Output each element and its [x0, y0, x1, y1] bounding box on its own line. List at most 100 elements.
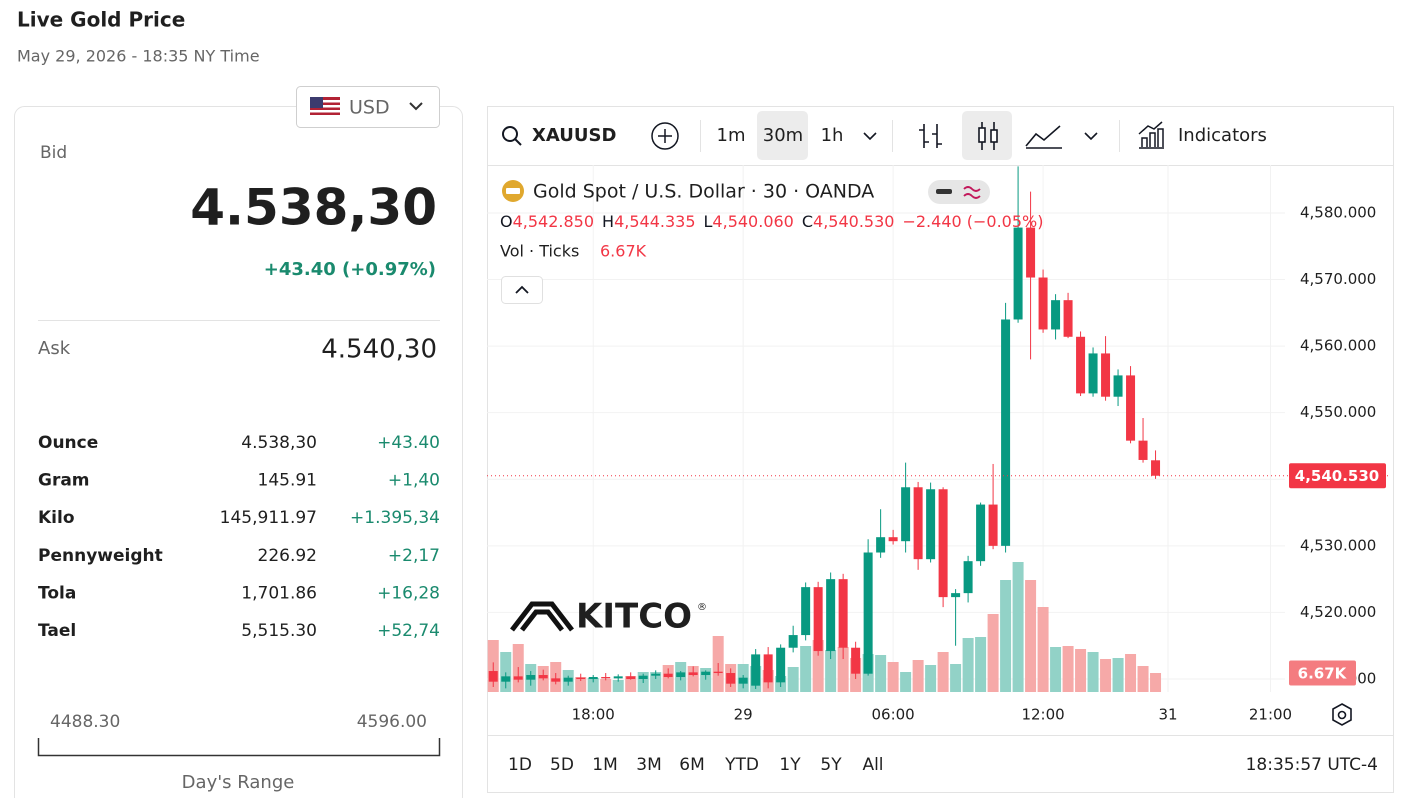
- volume-bar: [700, 668, 712, 692]
- add-symbol[interactable]: [651, 122, 679, 150]
- volume-bar: [1075, 649, 1087, 692]
- unit-change: +52,74: [377, 621, 440, 641]
- unit-change: +1.395,34: [350, 508, 440, 528]
- y-tick-label: 4,530.000: [1300, 536, 1376, 554]
- unit-name: Ounce: [38, 433, 98, 453]
- volume-bar: [687, 666, 699, 692]
- indicators-button[interactable]: Indicators: [1178, 125, 1267, 146]
- kitco-logo: [510, 601, 574, 632]
- volume-bar: [975, 637, 987, 692]
- volume-bar: [1000, 580, 1012, 692]
- candle-body: [526, 675, 536, 680]
- candle-body: [576, 677, 586, 680]
- candle-body: [876, 537, 886, 553]
- range-button[interactable]: 5Y: [820, 755, 842, 775]
- candle-body: [901, 487, 911, 542]
- collapse-button[interactable]: [501, 276, 543, 304]
- area-style-icon[interactable]: [1025, 125, 1062, 149]
- range-button[interactable]: 1Y: [779, 755, 801, 775]
- volume-bar: [1150, 672, 1162, 692]
- range-button[interactable]: YTD: [724, 755, 759, 775]
- search-icon[interactable]: [502, 126, 522, 146]
- settings-icon[interactable]: [1332, 703, 1352, 726]
- volume-box: [1289, 660, 1356, 686]
- candle-body: [788, 635, 798, 648]
- candle-body: [801, 587, 811, 636]
- range-button[interactable]: 1M: [592, 755, 617, 775]
- volume-bar: [812, 640, 824, 692]
- candle-style-icon: [990, 129, 998, 143]
- indicators-icon[interactable]: [1138, 121, 1164, 149]
- chevron[interactable]: [1084, 132, 1098, 141]
- page-title: Live Gold Price: [17, 8, 185, 32]
- ask-price: 4.540,30: [321, 335, 437, 365]
- candle-body: [1013, 227, 1023, 320]
- range-button[interactable]: 3M: [636, 755, 661, 775]
- range-button[interactable]: 5D: [550, 755, 574, 775]
- ohlc-legend: O4,542.850 H4,544.335 L4,540.060 C4,540.530…: [500, 212, 1043, 231]
- volume-bar: [912, 660, 924, 692]
- volume-bar: [1125, 654, 1137, 692]
- unit-name: Tael: [38, 621, 76, 641]
- watermark-mark: ®: [697, 602, 707, 613]
- volume-bar: [937, 652, 949, 692]
- candle-body: [1076, 336, 1086, 394]
- volume-bar: [650, 672, 662, 692]
- price-card: [14, 106, 463, 798]
- unit-change: +1,40: [388, 471, 440, 491]
- x-tick-label: 31: [1158, 706, 1177, 724]
- range-button[interactable]: 1D: [508, 755, 532, 775]
- volume-bar: [1025, 580, 1037, 692]
- candle-body: [588, 677, 598, 680]
- candle-body: [751, 654, 761, 686]
- candle-body: [1063, 300, 1073, 337]
- candle-body: [988, 504, 998, 546]
- currency-select[interactable]: [296, 86, 440, 128]
- watermark: KITCO: [576, 597, 692, 637]
- volume-legend-value: 6.67K: [600, 242, 647, 261]
- candle-body: [538, 675, 548, 679]
- range-button[interactable]: All: [862, 755, 883, 775]
- unit-price: 4.538,30: [241, 433, 317, 453]
- volume-bar: [612, 680, 624, 692]
- intervals: 1m 30m 1h: [717, 125, 844, 146]
- volume-bar: [625, 676, 637, 692]
- x-tick-label: 12:00: [1021, 706, 1064, 724]
- symbol[interactable]: XAUUSD: [532, 125, 616, 146]
- candle-body: [638, 675, 648, 680]
- range-button[interactable]: 6M: [679, 755, 704, 775]
- candle-style-icon: [978, 127, 986, 143]
- volume-bar: [887, 662, 899, 692]
- bar-style-icon[interactable]: [919, 124, 942, 148]
- chevron[interactable]: [863, 132, 877, 141]
- volume-bar: [825, 650, 837, 692]
- volume-bar: [575, 677, 587, 692]
- volume-bar: [787, 667, 799, 692]
- candle-body: [501, 676, 511, 682]
- volume-legend: Vol · Ticks: [500, 242, 579, 261]
- candle-body: [563, 677, 573, 682]
- interval-button[interactable]: 1h: [821, 125, 844, 146]
- interval-button[interactable]: 1m: [717, 125, 746, 146]
- unit-price: 145,911.97: [220, 508, 317, 528]
- candle-body: [913, 487, 923, 560]
- ohlc-change: −2.440 (−0.05%): [902, 212, 1043, 231]
- candle-body: [738, 677, 748, 684]
- unit-change: +2,17: [388, 546, 440, 566]
- candle-body: [651, 673, 661, 676]
- y-tick-label: 4,560.000: [1300, 337, 1376, 355]
- volume-bar: [1050, 647, 1062, 692]
- interval-button[interactable]: 30m: [763, 125, 803, 146]
- ohlc-value: 4,542.850: [513, 212, 594, 231]
- candle-body: [601, 677, 611, 679]
- candle-body: [1088, 353, 1098, 394]
- ohlc-key: C: [802, 212, 813, 231]
- candle-body: [976, 504, 986, 562]
- candle-body: [963, 561, 973, 594]
- pill-icon: [936, 189, 952, 194]
- range-low: 4488.30: [50, 712, 120, 732]
- unit-name: Kilo: [38, 508, 75, 528]
- y-tick-label: 4,520.000: [1300, 603, 1376, 621]
- us-flag: [310, 97, 340, 117]
- candle-body: [776, 647, 786, 683]
